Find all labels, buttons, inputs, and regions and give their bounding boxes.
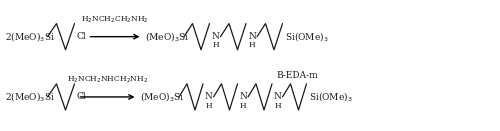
Text: N: N [212, 32, 220, 41]
Text: B-EDA-m: B-EDA-m [276, 72, 318, 80]
Text: N: N [248, 32, 256, 41]
Text: N: N [274, 92, 281, 101]
Text: 2(MeO)$_3$Si: 2(MeO)$_3$Si [5, 90, 55, 103]
Text: (MeO)$_3$Si: (MeO)$_3$Si [145, 30, 189, 43]
Text: (MeO)$_3$Si: (MeO)$_3$Si [140, 90, 184, 103]
Text: H: H [212, 41, 219, 49]
Text: 2(MeO)$_3$Si: 2(MeO)$_3$Si [5, 30, 55, 43]
Text: Si(OMe)$_3$: Si(OMe)$_3$ [308, 90, 352, 103]
Text: H: H [205, 102, 212, 110]
Text: Cl: Cl [76, 32, 86, 41]
Text: N: N [204, 92, 212, 101]
Text: Cl: Cl [76, 92, 86, 101]
Text: H$_2$NCH$_2$CH$_2$NH$_2$: H$_2$NCH$_2$CH$_2$NH$_2$ [81, 14, 149, 25]
Text: H: H [274, 102, 281, 110]
Text: H: H [248, 41, 256, 49]
Text: N: N [239, 92, 247, 101]
Text: H: H [240, 102, 246, 110]
Text: H$_2$NCH$_2$NHCH$_2$NH$_2$: H$_2$NCH$_2$NHCH$_2$NH$_2$ [67, 75, 148, 85]
Text: Si(OMe)$_3$: Si(OMe)$_3$ [284, 30, 328, 43]
